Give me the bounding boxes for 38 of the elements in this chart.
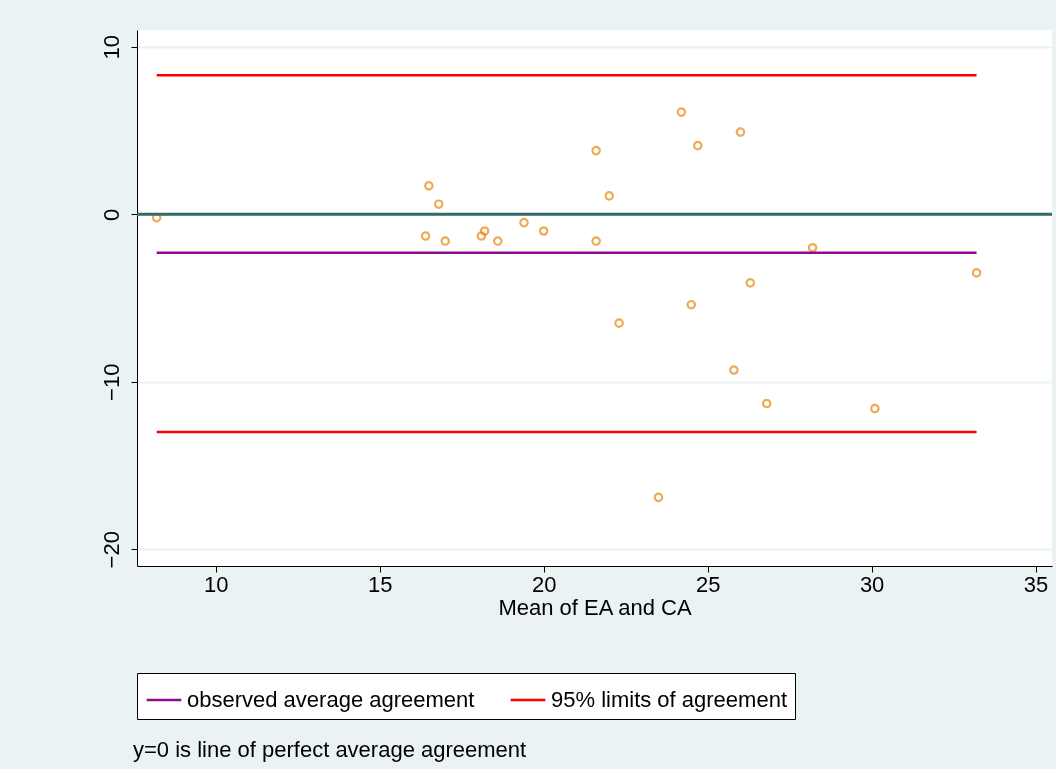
x-tick-label: 25 — [695, 571, 721, 597]
point — [492, 236, 503, 246]
point — [653, 492, 664, 503]
point — [424, 180, 434, 191]
point — [591, 145, 601, 156]
y-tick-label: −10 — [98, 363, 124, 401]
point — [591, 236, 601, 246]
point — [519, 217, 529, 228]
x-tick-label: 20 — [531, 571, 557, 597]
x-tick-label: 15 — [367, 571, 393, 597]
x-axis-title: Mean of EA and CA — [498, 594, 692, 620]
y-tick-label: 10 — [98, 35, 124, 60]
point — [538, 226, 549, 236]
point — [735, 127, 746, 137]
point — [686, 299, 697, 310]
x-tick-label: 35 — [1023, 571, 1049, 597]
point — [745, 278, 756, 288]
point — [433, 199, 444, 209]
point — [807, 242, 818, 253]
point — [971, 268, 982, 278]
point — [604, 191, 615, 201]
legend-label: 95% limits of agreement — [551, 687, 787, 712]
y-tick-label: −20 — [98, 531, 124, 569]
point — [614, 318, 624, 328]
point — [676, 107, 687, 117]
point — [693, 140, 703, 151]
point — [479, 226, 490, 236]
point — [870, 403, 880, 414]
point — [476, 231, 487, 241]
y-tick-label: 0 — [98, 208, 124, 221]
text: y=0 is line of perfect average agreement — [133, 736, 527, 762]
point — [761, 398, 772, 409]
point — [420, 231, 431, 241]
x-tick-label: 10 — [203, 571, 229, 597]
point — [440, 236, 451, 246]
point — [729, 365, 739, 375]
x-tick-label: 30 — [859, 571, 885, 597]
legend-label: observed average agreement — [187, 687, 475, 712]
